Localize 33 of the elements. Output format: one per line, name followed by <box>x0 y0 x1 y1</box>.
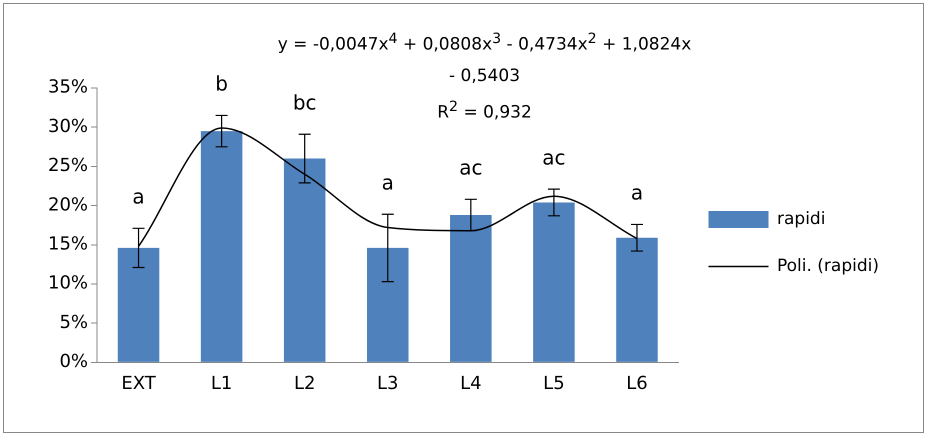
y-tick-label: 30% <box>48 116 88 137</box>
annotation: a <box>132 184 145 209</box>
y-tick-label: 10% <box>48 272 88 294</box>
x-tick-label: L3 <box>377 372 398 394</box>
bar <box>366 248 409 362</box>
bar <box>450 215 492 362</box>
x-tick-label: L4 <box>460 372 482 394</box>
y-tick-label: 20% <box>48 194 88 216</box>
x-tick-label: L5 <box>543 372 565 394</box>
bar <box>616 238 658 362</box>
x-tick-label: L2 <box>294 372 316 394</box>
annotation: ac <box>542 145 566 170</box>
bar <box>118 248 160 362</box>
y-tick-label: 35% <box>48 76 88 98</box>
legend-label: Poli. (rapidi) <box>777 256 879 276</box>
x-tick-label: L1 <box>210 372 232 394</box>
annotation: ac <box>459 156 482 180</box>
y-tick-label: 25% <box>48 155 88 176</box>
x-tick-label: L6 <box>626 372 648 394</box>
y-tick-label: 15% <box>48 233 88 254</box>
annotation: a <box>630 180 644 205</box>
text: y = -0,0047x$^{4}$ + 0,0808x$^{3}$ - 0,4734x$^{2}$ + 1,0824x - 0,5403 <box>278 31 692 86</box>
bar <box>284 158 326 362</box>
annotation: R$^{2}$ = 0,932 <box>437 98 532 122</box>
y-tick-label: 0% <box>59 351 88 372</box>
annotation: a <box>382 170 394 194</box>
y-tick-label: 5% <box>59 312 88 333</box>
annotation: b <box>215 72 228 96</box>
annotation: bc <box>292 90 317 114</box>
legend-label: rapidi <box>777 208 826 229</box>
x-tick-label: EXT <box>121 372 157 394</box>
bar <box>533 202 575 362</box>
bar <box>200 131 242 362</box>
